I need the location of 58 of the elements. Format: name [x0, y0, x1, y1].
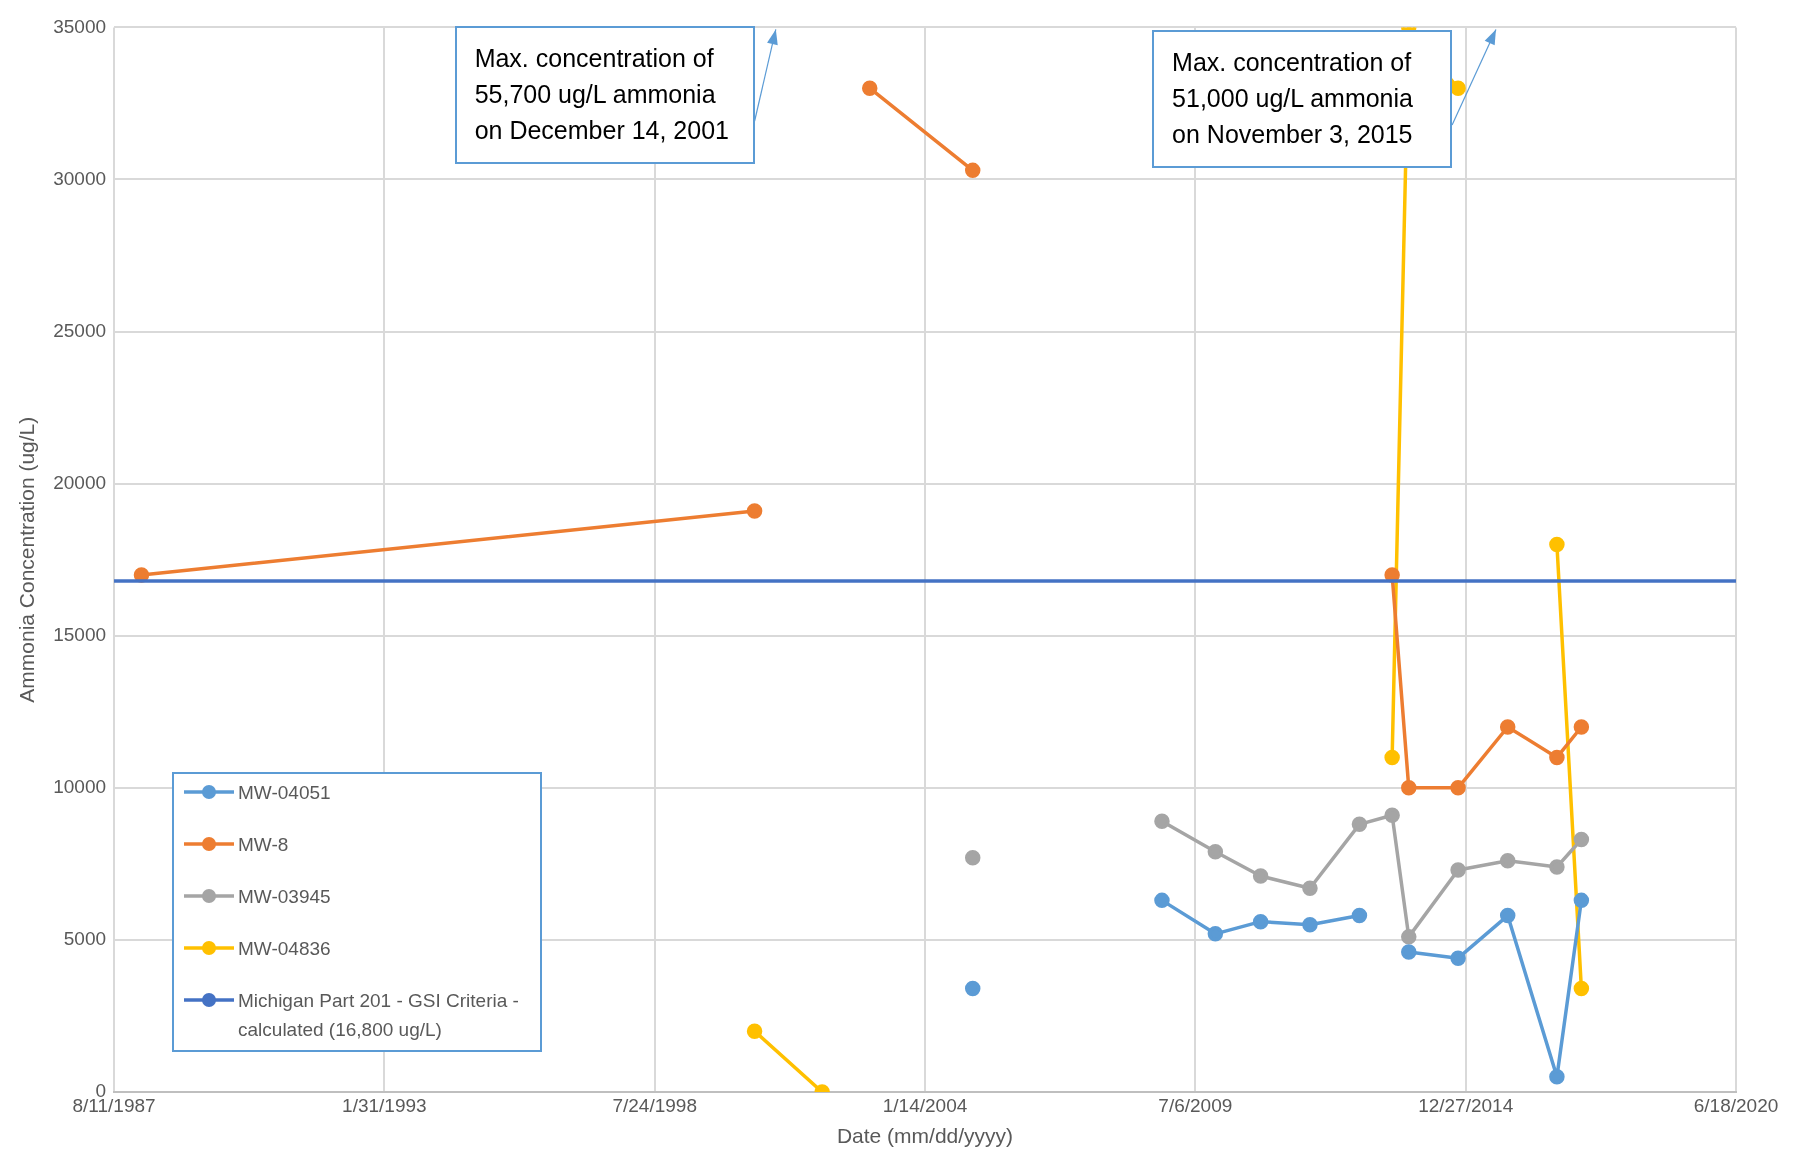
point — [1499, 907, 1516, 924]
y-tick-label: 15000 — [53, 623, 107, 645]
point — [1499, 719, 1516, 735]
x-tick-label: 1/14/2004 — [882, 1094, 968, 1116]
point — [1549, 859, 1565, 875]
y-tick-label: 20000 — [53, 471, 107, 493]
x-tick-label: 12/27/2014 — [1418, 1094, 1514, 1116]
y-tick-label: 35000 — [53, 15, 107, 37]
point — [1401, 780, 1417, 796]
point — [1384, 807, 1400, 823]
point — [746, 1023, 763, 1039]
point — [964, 850, 981, 866]
x-axis-title: Date (mm/dd/yyyy) — [836, 1124, 1014, 1148]
x-tick-label: 7/24/1998 — [612, 1094, 697, 1116]
point — [964, 162, 981, 179]
point — [1499, 853, 1516, 869]
point — [1384, 749, 1400, 766]
point — [1401, 944, 1417, 960]
point — [1154, 892, 1170, 909]
point — [1549, 1069, 1565, 1085]
point — [1302, 916, 1318, 933]
y-tick-label: 5000 — [63, 928, 107, 950]
point — [1573, 719, 1590, 735]
legend-label: MW-8 — [238, 833, 289, 857]
point — [1252, 868, 1269, 884]
point — [1549, 536, 1565, 553]
point — [1252, 913, 1269, 930]
y-tick-label: 10000 — [53, 776, 107, 798]
point — [964, 980, 981, 997]
point — [1302, 880, 1318, 896]
x-tick-label: 6/18/2020 — [1693, 1094, 1779, 1116]
point — [1573, 892, 1590, 909]
x-tick-label: 7/6/2009 — [1158, 1094, 1233, 1116]
y-tick-label: 25000 — [53, 319, 107, 341]
point — [1351, 816, 1368, 833]
point — [1549, 749, 1565, 766]
point — [861, 80, 878, 96]
legend-label: MW-04051 — [238, 781, 331, 805]
legend-label: Michigan Part 201 - GSI Criteria - calculated (16,800 ug/L) — [238, 989, 520, 1042]
point — [1450, 950, 1466, 966]
legend-label: MW-03945 — [238, 885, 331, 909]
point — [1207, 926, 1224, 942]
point — [746, 503, 763, 519]
point — [1154, 813, 1170, 830]
point — [1207, 843, 1224, 860]
y-axis-title: Ammonia Concentration (ug/L) — [15, 416, 39, 703]
y-tick-label: 30000 — [53, 167, 107, 189]
point — [1450, 780, 1466, 796]
annotation: Max. concentration of 55,700 ug/L ammonia on December 14, 2001 — [454, 26, 755, 164]
annotation: Max. concentration of 51,000 ug/L ammonia on November 3, 2015 — [1152, 30, 1453, 168]
point — [1450, 862, 1466, 878]
point — [1573, 831, 1590, 848]
point — [1573, 980, 1590, 997]
point — [1351, 907, 1368, 924]
x-tick-label: 1/31/1993 — [342, 1094, 427, 1116]
point — [1450, 80, 1466, 96]
point — [1401, 929, 1417, 945]
legend-label: MW-04836 — [238, 937, 331, 961]
